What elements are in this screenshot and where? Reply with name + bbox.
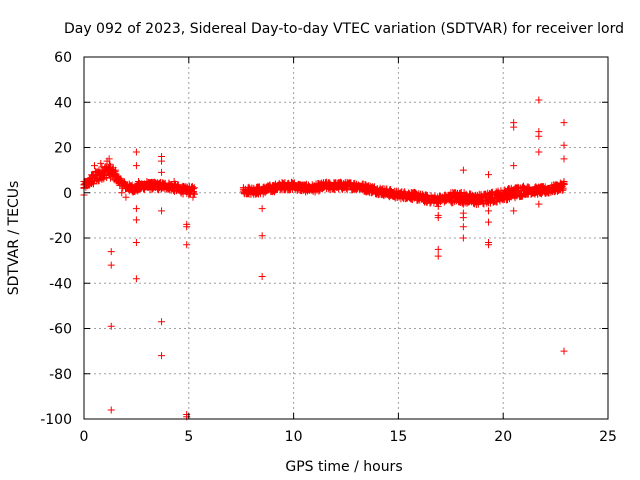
data-point	[258, 205, 266, 213]
data-point	[190, 190, 198, 198]
data-point	[158, 157, 166, 165]
data-marks	[80, 96, 568, 421]
data-point	[560, 141, 568, 149]
data-point	[158, 207, 166, 215]
y-tick-label: 0	[63, 186, 72, 202]
axis-ticks: 0 5 10 15 20 25 -100 -80 -60 -40 -20 0 20 40 60	[40, 50, 617, 445]
data-point	[560, 177, 568, 185]
data-point	[132, 216, 140, 224]
data-point	[485, 218, 493, 226]
data-point	[510, 162, 518, 170]
x-tick-label: 20	[494, 429, 512, 445]
data-point	[485, 171, 493, 179]
data-point	[107, 261, 115, 269]
data-point	[535, 96, 543, 104]
data-point	[434, 202, 442, 210]
data-point	[107, 406, 115, 414]
data-point	[560, 119, 568, 127]
data-point	[535, 200, 543, 208]
x-axis-label: GPS time / hours	[285, 459, 402, 475]
y-tick-label: 60	[54, 50, 72, 66]
y-tick-label: -100	[40, 412, 72, 428]
data-point	[105, 155, 113, 163]
data-point	[510, 123, 518, 131]
data-point	[459, 200, 467, 208]
data-point	[510, 207, 518, 215]
y-axis-label: SDTVAR / TECUs	[6, 181, 22, 296]
data-point	[459, 166, 467, 174]
x-tick-label: 15	[389, 429, 407, 445]
chart-title: Day 092 of 2023, Sidereal Day-to-day VTE…	[64, 21, 624, 37]
data-point	[132, 162, 140, 170]
x-tick-label: 25	[599, 429, 617, 445]
data-point	[132, 148, 140, 156]
data-point	[434, 252, 442, 260]
data-point	[485, 207, 493, 215]
data-point	[183, 241, 191, 249]
data-point	[118, 189, 126, 197]
data-point	[158, 168, 166, 176]
data-point	[158, 352, 166, 360]
data-point	[560, 347, 568, 355]
y-tick-label: -40	[49, 276, 72, 292]
data-point	[107, 322, 115, 330]
data-point	[535, 148, 543, 156]
y-tick-label: -60	[49, 322, 72, 338]
y-tick-label: 20	[54, 141, 72, 157]
grid	[84, 57, 608, 419]
data-point	[258, 232, 266, 240]
y-tick-label: 40	[54, 95, 72, 111]
data-point	[434, 214, 442, 222]
data-point	[90, 162, 98, 170]
data-point	[189, 193, 197, 201]
data-point	[456, 189, 464, 197]
data-point	[97, 159, 105, 167]
data-point	[434, 245, 442, 253]
data-point	[459, 223, 467, 231]
data-point	[132, 205, 140, 213]
data-point	[559, 186, 567, 194]
y-tick-label: -80	[49, 367, 72, 383]
data-point	[183, 223, 191, 231]
data-point	[132, 275, 140, 283]
data-point	[535, 132, 543, 140]
data-point	[143, 177, 151, 185]
data-point	[170, 177, 178, 185]
data-point	[258, 272, 266, 280]
data-point	[459, 234, 467, 242]
y-tick-label: -20	[49, 231, 72, 247]
data-point	[122, 193, 130, 201]
data-point	[107, 248, 115, 256]
data-point	[560, 155, 568, 163]
data-point	[111, 166, 119, 174]
data-point	[158, 318, 166, 326]
data-point	[132, 239, 140, 247]
data-point	[134, 177, 142, 185]
data-point	[485, 241, 493, 249]
data-point	[189, 184, 197, 192]
x-tick-label: 5	[184, 429, 193, 445]
data-point	[459, 214, 467, 222]
x-tick-label: 10	[285, 429, 303, 445]
x-tick-label: 0	[80, 429, 89, 445]
